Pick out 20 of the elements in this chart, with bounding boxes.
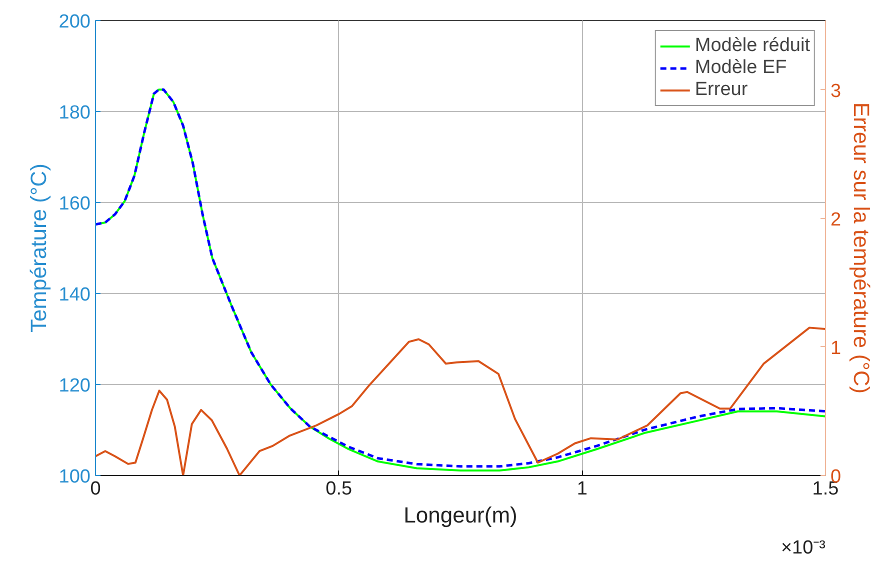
legend-label: Modèle EF bbox=[694, 57, 787, 79]
x-axis-title: Longeur(m) bbox=[404, 502, 518, 528]
y2-tick-label: 2 bbox=[830, 209, 842, 230]
y-tick-label: 120 bbox=[58, 376, 90, 396]
x-tick-label: 1 bbox=[576, 478, 588, 500]
y-tick-label: 140 bbox=[58, 284, 90, 306]
y-axis-title: Température (°C) bbox=[26, 164, 51, 332]
x-tick-label: 0.5 bbox=[326, 478, 352, 500]
y-tick-label: 100 bbox=[58, 466, 90, 488]
y-tick-label: 160 bbox=[58, 194, 90, 214]
y-tick-label: 200 bbox=[58, 12, 90, 32]
x-tick-label: 0 bbox=[90, 478, 101, 500]
line-series bbox=[96, 326, 826, 476]
text: ×10⁻³ bbox=[780, 538, 826, 558]
y2-tick-label: 3 bbox=[830, 80, 842, 102]
y2-tick-label: 1 bbox=[830, 338, 842, 359]
y2-axis-title: Erreur sur la température (°C) bbox=[849, 102, 874, 394]
y-tick-label: 180 bbox=[58, 102, 90, 124]
legend-label: Erreur bbox=[694, 79, 748, 101]
legend-label: Modèle réduit bbox=[694, 35, 810, 57]
